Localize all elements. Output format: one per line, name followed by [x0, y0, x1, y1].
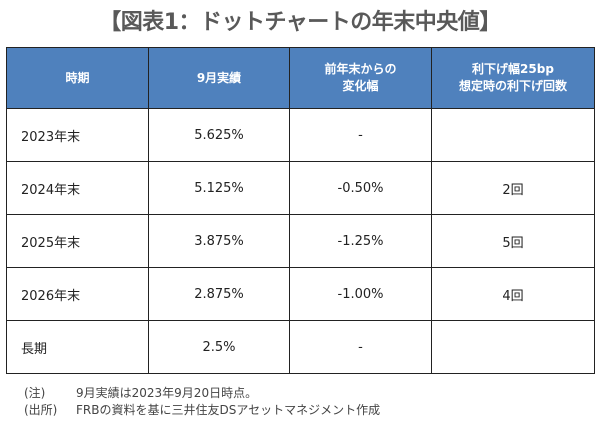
table-cell: 3.875%: [148, 214, 290, 268]
table-cell: 5.125%: [148, 161, 290, 215]
table-cell: 2025年末: [6, 214, 149, 268]
table-cell: -: [289, 320, 432, 374]
header-period: 時期: [6, 47, 149, 109]
note-item: (注) 9月実績は2023年9月20日時点。: [24, 386, 258, 400]
table-cell: 2023年末: [6, 108, 149, 162]
table-cell: 5.625%: [148, 108, 290, 162]
table-cell: 2024年末: [6, 161, 149, 215]
header-cut-count: 利下げ幅25bp 想定時の利下げ回数: [431, 47, 595, 109]
table-cell: -: [289, 108, 432, 162]
table-cell: -1.00%: [289, 267, 432, 321]
table-cell: -1.25%: [289, 214, 432, 268]
table-row: 2023年末 5.625% -: [6, 108, 595, 162]
table-cell: 2.5%: [148, 320, 290, 374]
table-cell: 2026年末: [6, 267, 149, 321]
header-september-actual: 9月実績: [148, 47, 290, 109]
table-cell: 2.875%: [148, 267, 290, 321]
table-cell: 2回: [431, 161, 595, 215]
table-cell: [431, 320, 595, 374]
table-row: 2025年末 3.875% -1.25% 5回: [6, 214, 595, 268]
table-cell: 4回: [431, 267, 595, 321]
table-cell: [431, 108, 595, 162]
table-row: 長期 2.5% -: [6, 320, 595, 374]
dot-chart-table: 時期 9月実績 前年末からの 変化幅 利下げ幅25bp 想定時の利下げ回数 20…: [6, 47, 595, 374]
table-row: 2026年末 2.875% -1.00% 4回: [6, 267, 595, 321]
note-item: (出所) FRBの資料を基に三井住友DSアセットマネジメント作成: [24, 403, 381, 417]
page-title: 【図表1：ドットチャートの年末中央値】: [99, 10, 501, 35]
table-cell: -0.50%: [289, 161, 432, 215]
table-cell: 5回: [431, 214, 595, 268]
table-header-row: 時期 9月実績 前年末からの 変化幅 利下げ幅25bp 想定時の利下げ回数: [6, 47, 595, 109]
header-change: 前年末からの 変化幅: [289, 47, 432, 109]
table-cell: 長期: [6, 320, 149, 374]
notes: (注) 9月実績は2023年9月20日時点。 (出所) FRBの資料を基に三井住友D…: [24, 385, 380, 419]
table-row: 2024年末 5.125% -0.50% 2回: [6, 161, 595, 215]
